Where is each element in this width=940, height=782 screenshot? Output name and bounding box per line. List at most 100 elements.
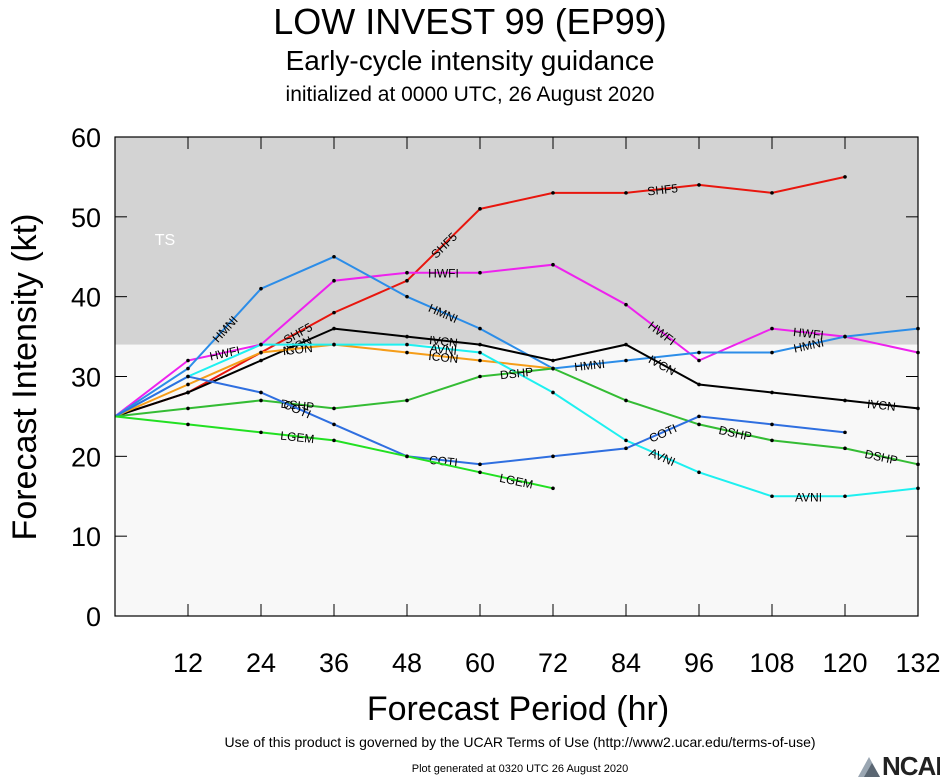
data-point xyxy=(478,342,482,347)
x-tick-label: 60 xyxy=(465,648,495,678)
data-point xyxy=(405,270,409,275)
data-point xyxy=(405,294,409,299)
series-label-text: IVCN xyxy=(428,333,458,350)
series-label-text: AVNI xyxy=(429,341,457,358)
data-point xyxy=(478,207,482,211)
series-label-text: HWFI xyxy=(792,325,824,342)
ncar-logo-icon xyxy=(858,755,880,777)
x-tick-label: 120 xyxy=(822,648,867,678)
series-label: DSHP xyxy=(864,447,900,468)
series-label: HMNI xyxy=(574,357,606,374)
data-point xyxy=(697,422,701,427)
x-tick-label: 108 xyxy=(749,648,794,678)
series-label-text: HMNI xyxy=(574,357,606,374)
x-tick-label: 48 xyxy=(392,648,422,678)
data-point xyxy=(405,342,409,347)
data-point xyxy=(259,358,263,363)
series-label-text: AVNI xyxy=(795,490,822,504)
plot-frame xyxy=(114,136,919,617)
data-point xyxy=(259,350,263,355)
data-point xyxy=(697,358,701,363)
series-label: IVCN xyxy=(428,333,458,350)
series-label-text: IVCN xyxy=(866,397,896,414)
series-label: DSHP xyxy=(499,365,534,383)
data-point xyxy=(478,326,482,331)
data-point xyxy=(259,342,263,347)
ts-band xyxy=(115,137,918,345)
x-tick-label: 24 xyxy=(246,648,276,678)
series-label: SHF5 xyxy=(647,181,679,198)
series-label-text: DSHP xyxy=(280,397,315,415)
series-label-text: LGEM xyxy=(280,429,315,447)
series-label: AVNI xyxy=(429,341,457,358)
series-line xyxy=(114,255,919,418)
data-point xyxy=(770,390,774,395)
series-dshp: DSHP DSHP DSHP DSHP xyxy=(114,365,920,468)
data-point xyxy=(624,446,628,451)
data-point xyxy=(697,382,701,387)
y-tick-label: 60 xyxy=(71,123,101,153)
data-point xyxy=(332,310,336,315)
series-label: DSHP xyxy=(280,397,315,415)
series-label: ICON xyxy=(428,349,459,366)
data-point xyxy=(843,446,847,451)
series-label-text: SHF5 xyxy=(647,181,679,198)
data-point xyxy=(843,494,847,499)
data-point xyxy=(770,438,774,443)
x-tick-label: 72 xyxy=(538,648,568,678)
y-tick-label: 40 xyxy=(71,283,101,313)
ncar-logo: NCAR xyxy=(858,752,940,780)
series-label-text: DSHP xyxy=(864,447,900,468)
y-tick-label: 0 xyxy=(86,602,101,632)
data-point xyxy=(186,406,190,411)
data-point xyxy=(405,334,409,339)
series-label: HWFI xyxy=(428,267,459,281)
data-point xyxy=(624,342,628,347)
series-line xyxy=(114,263,919,418)
data-point xyxy=(478,374,482,379)
series-line xyxy=(114,367,919,466)
y-axis-label: Forecast Intensity (kt) xyxy=(6,214,44,541)
ts-band-label: TS xyxy=(155,232,175,249)
series-label: IVCN xyxy=(866,397,896,414)
data-point xyxy=(186,382,190,387)
data-point xyxy=(332,254,336,259)
series-label: HWFI xyxy=(792,325,824,342)
data-point xyxy=(478,358,482,363)
data-point xyxy=(770,494,774,499)
y-tick-label: 50 xyxy=(71,203,101,233)
data-point xyxy=(405,454,409,459)
y-tick-label: 20 xyxy=(71,442,101,472)
x-tick-labels: 12 24 36 48 60 72 84 96 108 120 132 xyxy=(173,648,940,678)
series-label: DSHP xyxy=(718,423,754,444)
series-label: HMNI xyxy=(792,335,825,355)
data-point xyxy=(332,422,336,427)
series-label: AVNI xyxy=(795,490,822,504)
series-label: LGEM xyxy=(280,429,315,447)
y-tick-label: 30 xyxy=(71,363,101,393)
x-tick-label: 12 xyxy=(173,648,203,678)
data-point xyxy=(843,175,847,179)
data-point xyxy=(259,430,263,435)
data-point xyxy=(259,390,263,395)
terms-of-use-text: Use of this product is governed by the U… xyxy=(224,734,816,750)
data-point xyxy=(697,470,701,475)
y-tick-label: 10 xyxy=(71,522,101,552)
data-point xyxy=(624,302,628,307)
plot-generated-text: Plot generated at 0320 UTC 26 August 202… xyxy=(411,763,629,775)
data-point xyxy=(770,350,774,355)
data-point xyxy=(551,390,555,395)
data-point xyxy=(843,398,847,403)
series-label-text: HWFI xyxy=(208,343,241,363)
chart-init-time: initialized at 0000 UTC, 26 August 2020 xyxy=(285,83,655,106)
data-point xyxy=(332,326,336,331)
data-point xyxy=(770,191,774,195)
data-point xyxy=(697,350,701,355)
data-point xyxy=(624,191,628,195)
data-point xyxy=(551,454,555,459)
data-point xyxy=(332,406,336,411)
data-point xyxy=(332,278,336,283)
chart-subtitle: Early-cycle intensity guidance xyxy=(285,45,655,76)
data-point xyxy=(332,342,336,347)
